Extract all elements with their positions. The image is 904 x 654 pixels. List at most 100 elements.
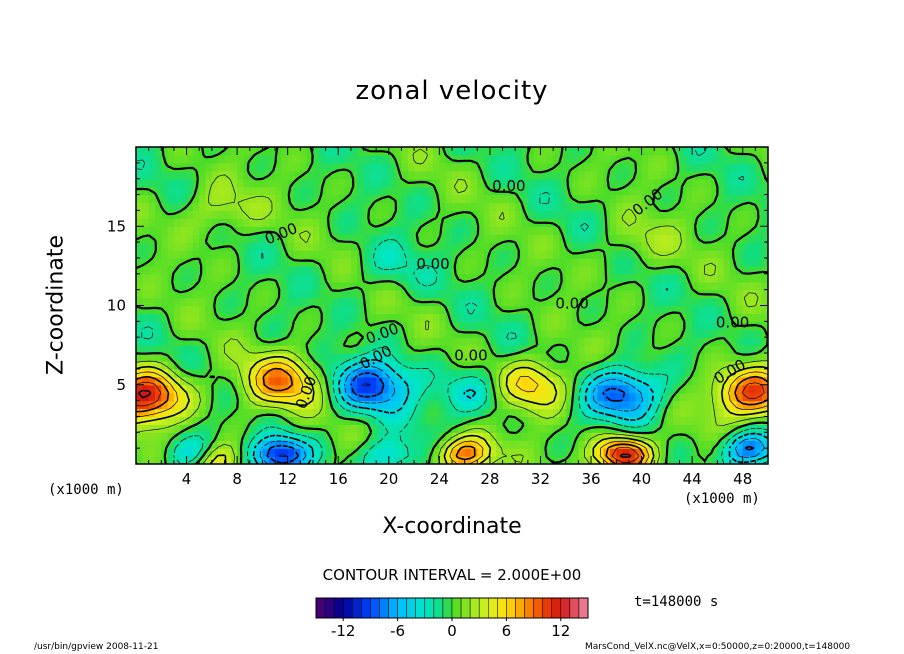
heatmap-cell: [489, 154, 497, 164]
heatmap-cell: [344, 186, 352, 196]
heatmap-cell: [698, 194, 706, 204]
heatmap-cell: [540, 194, 548, 204]
heatmap-cell: [161, 432, 169, 441]
heatmap-cell: [761, 250, 768, 259]
heatmap-cell: [660, 218, 668, 227]
heatmap-cell: [692, 273, 700, 283]
heatmap-cell: [148, 178, 156, 188]
heatmap-cell: [654, 162, 662, 172]
heatmap-cell: [692, 234, 700, 243]
heatmap-cell: [180, 194, 188, 204]
heatmap-cell: [540, 392, 548, 402]
heatmap-cell: [433, 194, 440, 204]
heatmap-cell: [673, 226, 681, 235]
heatmap-cell: [369, 337, 377, 346]
heatmap-cell: [344, 424, 352, 433]
heatmap-cell: [148, 289, 156, 299]
heatmap-cell: [502, 400, 510, 410]
heatmap-cell: [268, 194, 276, 204]
heatmap-cell: [395, 400, 403, 410]
heatmap-cell: [136, 242, 143, 251]
heatmap-cell: [641, 178, 649, 188]
heatmap-cell: [711, 353, 719, 362]
heatmap-cell: [388, 456, 396, 464]
heatmap-cell: [230, 297, 238, 307]
heatmap-cell: [534, 234, 542, 243]
heatmap-cell: [673, 147, 681, 156]
heatmap-cell: [268, 297, 276, 307]
heatmap-cell: [376, 400, 384, 410]
heatmap-cell: [167, 218, 175, 227]
heatmap-cell: [679, 456, 687, 464]
heatmap-cell: [723, 147, 731, 156]
heatmap-cell: [211, 257, 219, 267]
heatmap-cell: [685, 345, 693, 354]
heatmap-cell: [161, 250, 169, 259]
heatmap-cell: [534, 250, 542, 259]
heatmap-cell: [433, 376, 440, 386]
heatmap-cell: [306, 147, 314, 156]
heatmap-cell: [660, 305, 668, 315]
heatmap-cell: [508, 432, 516, 441]
heatmap-cell: [136, 162, 143, 172]
heatmap-cell: [534, 360, 542, 370]
heatmap-cell: [344, 321, 352, 330]
heatmap-cell: [388, 289, 396, 299]
heatmap-cell: [167, 297, 175, 307]
heatmap-cell: [199, 329, 207, 338]
heatmap-cell: [685, 257, 693, 267]
heatmap-cell: [464, 368, 472, 378]
heatmap-cell: [319, 281, 327, 291]
heatmap-cell: [565, 424, 573, 433]
heatmap-cell: [350, 408, 358, 418]
heatmap-cell: [407, 305, 415, 315]
heatmap-cell: [331, 297, 339, 307]
heatmap-cell: [142, 408, 150, 418]
heatmap-cell: [262, 392, 270, 402]
heatmap-cell: [357, 345, 365, 354]
heatmap-cell: [647, 353, 655, 362]
heatmap-cell: [508, 242, 516, 251]
heatmap-cell: [376, 162, 384, 172]
heatmap-cell: [723, 345, 731, 354]
heatmap-cell: [237, 400, 245, 410]
heatmap-cell: [357, 321, 365, 330]
heatmap-cell: [628, 408, 636, 418]
heatmap-cell: [622, 186, 630, 196]
heatmap-cell: [692, 321, 700, 330]
heatmap-cell: [211, 329, 219, 338]
heatmap-cell: [388, 281, 396, 291]
heatmap-cell: [275, 210, 282, 219]
heatmap-cell: [205, 456, 213, 464]
heatmap-cell: [470, 265, 478, 275]
heatmap-cell: [508, 368, 516, 378]
heatmap-cell: [578, 194, 586, 204]
heatmap-cell: [180, 210, 188, 219]
heatmap-cell: [395, 376, 403, 386]
heatmap-cell: [300, 210, 308, 219]
heatmap-cell: [388, 392, 396, 402]
heatmap-cell: [603, 384, 611, 394]
heatmap-cell: [344, 456, 352, 464]
heatmap-cell: [527, 424, 535, 433]
heatmap-cell: [736, 337, 744, 346]
heatmap-cell: [572, 289, 579, 299]
heatmap-cell: [243, 432, 251, 441]
heatmap-cell: [730, 162, 737, 172]
heatmap-cell: [635, 384, 643, 394]
heatmap-cell: [723, 448, 731, 457]
heatmap-cell: [730, 321, 737, 330]
heatmap-cell: [319, 337, 327, 346]
heatmap-cell: [477, 154, 485, 164]
heatmap-cell: [426, 281, 434, 291]
heatmap-cell: [546, 234, 554, 243]
heatmap-cell: [249, 353, 257, 362]
heatmap-cell: [559, 440, 567, 449]
heatmap-cell: [591, 250, 598, 259]
heatmap-cell: [622, 384, 630, 394]
heatmap-cell: [749, 392, 756, 402]
heatmap-cell: [730, 210, 737, 219]
heatmap-cell: [161, 218, 169, 227]
heatmap-cell: [445, 360, 453, 370]
heatmap-cell: [685, 392, 693, 402]
